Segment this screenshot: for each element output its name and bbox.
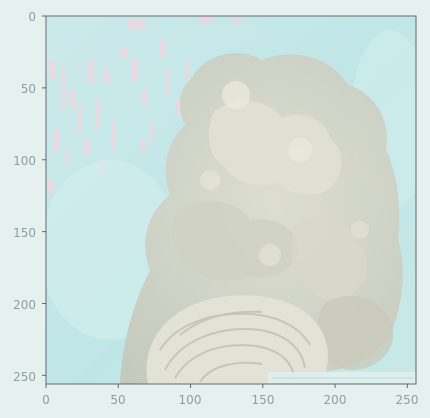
x-tick-label: 150 <box>252 393 275 407</box>
underwater-coral-photo <box>46 16 416 384</box>
x-axis-ticks <box>45 384 408 388</box>
y-tick-label: 0 <box>28 10 36 24</box>
x-tick-label: 50 <box>110 393 125 407</box>
y-tick-label: 150 <box>13 226 36 240</box>
pink-speckle-region <box>48 16 242 194</box>
x-tick-label: 0 <box>42 393 50 407</box>
x-tick-label: 100 <box>179 393 202 407</box>
y-axis-tick-labels: 0 50 100 150 200 250 <box>13 10 36 384</box>
x-tick-label: 250 <box>396 393 419 407</box>
x-axis-tick-labels: 0 50 100 150 200 250 <box>42 393 418 407</box>
coral-formation <box>120 52 403 384</box>
y-tick-label: 200 <box>13 298 36 312</box>
image-frame <box>45 15 417 385</box>
x-tick-label: 200 <box>324 393 347 407</box>
y-tick-label: 250 <box>13 370 36 384</box>
y-tick-label: 50 <box>21 82 36 96</box>
y-axis-ticks <box>42 15 46 376</box>
y-tick-label: 100 <box>13 154 36 168</box>
brain-coral <box>146 295 328 384</box>
